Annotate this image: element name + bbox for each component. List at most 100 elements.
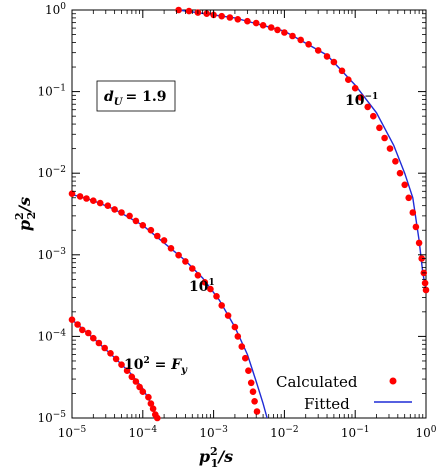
param-box-rhs: = 1.9	[126, 89, 167, 105]
calculated-point	[392, 158, 399, 165]
x-tick-label-base: 10	[341, 426, 356, 440]
calculated-point	[167, 245, 175, 252]
x-tick-label-exp: −5	[73, 425, 87, 435]
y-tick-label: 100	[45, 2, 66, 17]
annotation-2-base: 10	[189, 279, 209, 295]
calculated-point	[249, 388, 257, 396]
calculated-point	[267, 24, 275, 31]
calculated-point	[101, 344, 108, 352]
x-axis-label-tail: /s	[216, 447, 233, 466]
x-tick-label-base: 10	[270, 426, 285, 440]
annotation-3-tail: = F	[150, 357, 182, 373]
annotation-1-base: 10	[345, 93, 365, 109]
calculated-point	[376, 124, 383, 132]
y-axis-label-sub: 2	[25, 212, 38, 220]
calculated-point	[194, 272, 202, 279]
annotation-1-sup: −1	[364, 92, 378, 102]
y-tick-label-base: 10	[37, 411, 52, 425]
calculated-point	[147, 400, 155, 407]
annotation-curve-3: 102 = Fy	[124, 356, 188, 376]
x-tick-label-exp: 0	[431, 425, 436, 435]
calculated-point	[305, 41, 312, 48]
y-tick-label-base: 10	[37, 248, 52, 262]
tick-labels: 10−5 10−4 10−3 10−2 10−1 10010−510−410−310−21…	[37, 2, 436, 440]
annotation-3-base: 10	[124, 357, 144, 373]
calculated-point	[231, 323, 239, 331]
calculated-point	[251, 398, 258, 405]
axis-ticks	[71, 9, 427, 419]
param-box-sub: U	[114, 97, 124, 108]
calculated-point	[218, 12, 225, 20]
calculated-point	[189, 265, 196, 272]
y-tick-label-exp: −1	[53, 84, 66, 94]
x-tick-label: 10−3	[199, 425, 228, 440]
calculated-point	[245, 367, 252, 375]
x-tick-label-base: 10	[415, 426, 430, 440]
annotation-curve-1: 10−1	[345, 92, 378, 109]
x-tick-label-base: 10	[58, 426, 73, 440]
calculated-point	[207, 285, 214, 293]
annotation-2-sup: 1	[208, 278, 214, 288]
calculated-point	[314, 47, 322, 54]
annotation-curve-2: 101	[189, 278, 215, 295]
y-axis-label: p22/s	[13, 197, 38, 231]
calculated-point	[76, 193, 84, 200]
calculated-point	[145, 393, 152, 401]
calculated-point	[132, 378, 140, 385]
x-tick-label-exp: −3	[215, 425, 229, 435]
y-tick-label-exp: 0	[60, 2, 66, 12]
y-tick-label-exp: −2	[53, 165, 66, 175]
calculated-point	[83, 195, 90, 202]
calculated-point	[175, 251, 182, 259]
calculated-point	[90, 197, 97, 204]
calculated-point	[147, 226, 155, 234]
calculated-point	[418, 255, 426, 262]
calculated-point	[357, 94, 365, 101]
annotation-3-sub: y	[180, 365, 188, 376]
calculated-point	[132, 217, 140, 225]
x-tick-label: 10−1	[341, 425, 370, 440]
calculated-point	[364, 103, 372, 111]
y-tick-label: 10−3	[37, 247, 66, 262]
y-tick-label: 10−1	[37, 84, 66, 99]
calculated-point	[123, 367, 131, 375]
calculated-point	[289, 32, 296, 40]
x-tick-label: 10−5	[58, 425, 87, 440]
calculated-point	[85, 329, 92, 337]
calculated-point	[370, 112, 377, 120]
calculated-point	[136, 383, 143, 391]
calculated-point	[405, 194, 413, 202]
x-tick-label: 100	[415, 425, 436, 440]
y-axis-label-tail: /s	[15, 197, 34, 214]
calculated-point	[412, 223, 420, 231]
calculated-point	[68, 190, 76, 197]
calculated-point	[415, 239, 423, 247]
annotation-3-sup: 2	[143, 356, 149, 366]
calculated-point	[139, 388, 147, 396]
x-tick-label-base: 10	[199, 426, 214, 440]
calculated-point	[160, 237, 168, 244]
calculated-point	[74, 321, 81, 328]
calculated-point	[118, 209, 125, 216]
y-tick-label: 10−4	[37, 328, 66, 343]
x-axis-label-base: p	[199, 447, 210, 466]
calculated-point	[242, 354, 249, 362]
calculated-point	[238, 343, 246, 350]
calculated-point	[149, 405, 157, 413]
calculated-point	[226, 14, 234, 21]
calculated-point	[409, 209, 417, 216]
calculated-point	[381, 134, 388, 142]
y-tick-label-base: 10	[37, 166, 52, 180]
legend-marker-calculated	[389, 377, 397, 385]
calculated-point	[96, 199, 104, 207]
calculated-point	[154, 414, 161, 422]
calculated-point	[234, 15, 242, 23]
calculated-point	[259, 22, 267, 29]
y-tick-label-exp: −4	[53, 328, 67, 338]
y-tick-label-base: 10	[37, 85, 52, 99]
calculated-point	[107, 350, 114, 357]
calculated-point	[126, 212, 133, 220]
calculated-point	[154, 232, 161, 240]
y-tick-label-base: 10	[45, 3, 60, 17]
calculated-point	[201, 279, 209, 286]
